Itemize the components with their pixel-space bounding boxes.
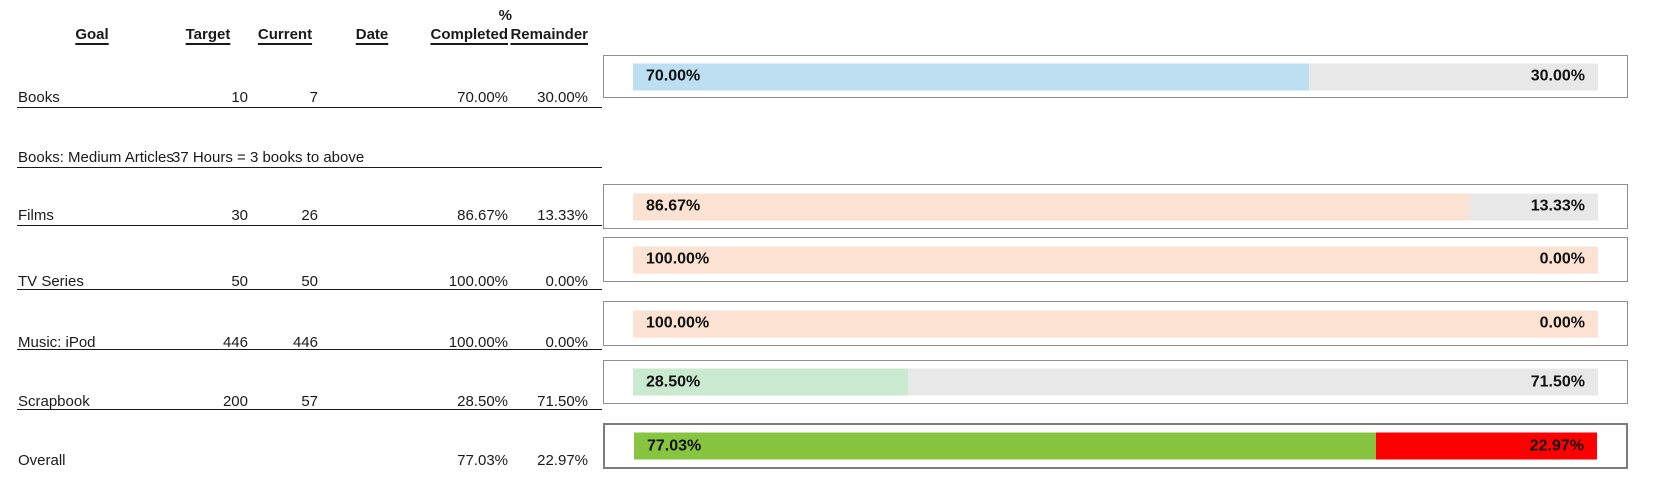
header-remainder: Remainder <box>510 26 588 43</box>
goal-cell: Books <box>18 89 60 106</box>
header-date: Date <box>355 26 389 43</box>
bar-remainder-label: 0.00% <box>1539 250 1585 268</box>
completed-cell: 77.03% <box>457 452 508 469</box>
current-cell: 50 <box>301 273 318 290</box>
bar-completed-segment <box>634 432 1376 460</box>
bar-completed-segment <box>633 246 1598 273</box>
progress-bar-music-ipod: 100.00% 0.00% <box>603 301 1628 346</box>
note-label: Books: Medium Articles <box>18 149 174 166</box>
progress-bar-films: 86.67% 13.33% <box>603 184 1628 229</box>
current-cell: 26 <box>301 207 318 224</box>
header-completed: Completed <box>430 26 508 43</box>
table-row-scrapbook: Scrapbook 200 57 28.50% 71.50% <box>0 392 602 411</box>
table-header-row: Goal Target Current Date Completed Remai… <box>0 25 602 44</box>
completed-cell: 86.67% <box>457 207 508 224</box>
target-cell: 30 <box>231 207 248 224</box>
remainder-cell: 0.00% <box>545 334 588 351</box>
table-header-percent-row: % <box>0 6 602 25</box>
completed-cell: 70.00% <box>457 89 508 106</box>
progress-bar-books: 70.00% 30.00% <box>603 55 1628 98</box>
row-divider <box>17 349 602 350</box>
completed-cell: 28.50% <box>457 393 508 410</box>
row-divider <box>17 225 602 226</box>
goal-cell: TV Series <box>18 273 84 290</box>
bar-track: 77.03% 22.97% <box>634 432 1597 460</box>
bar-track: 86.67% 13.33% <box>633 193 1598 220</box>
bar-completed-label: 28.50% <box>646 373 701 390</box>
bar-remainder-segment <box>1308 63 1598 90</box>
bar-track: 28.50% 71.50% <box>633 368 1598 396</box>
table-row-overall: Overall 77.03% 22.97% <box>0 451 602 470</box>
table-row-films: Films 30 26 86.67% 13.33% <box>0 206 602 225</box>
bar-track: 100.00% 0.00% <box>633 310 1598 337</box>
row-divider <box>17 167 602 168</box>
current-cell: 7 <box>309 89 318 106</box>
bar-completed-segment <box>633 368 909 396</box>
goal-cell: Films <box>18 207 54 224</box>
remainder-cell: 71.50% <box>537 393 588 410</box>
bar-remainder-label: 71.50% <box>1530 373 1585 390</box>
bar-track: 100.00% 0.00% <box>633 246 1598 273</box>
remainder-cell: 22.97% <box>537 452 588 469</box>
progress-bar-tv-series: 100.00% 0.00% <box>603 237 1628 282</box>
current-cell: 57 <box>301 393 318 410</box>
completed-cell: 100.00% <box>448 273 508 290</box>
goal-cell: Music: iPod <box>18 334 96 351</box>
header-target: Target <box>185 26 231 43</box>
bar-track: 70.00% 30.00% <box>633 63 1598 90</box>
bar-completed-label: 100.00% <box>646 314 710 332</box>
target-cell: 200 <box>222 393 248 410</box>
bar-completed-segment <box>633 193 1470 220</box>
bar-remainder-label: 0.00% <box>1539 314 1585 332</box>
progress-bar-scrapbook: 28.50% 71.50% <box>603 360 1628 404</box>
table-row-books-note: Books: Medium Articles 37 Hours = 3 book… <box>0 148 602 167</box>
current-cell: 446 <box>292 334 318 351</box>
bar-completed-label: 70.00% <box>646 67 701 85</box>
bar-completed-segment <box>633 310 1598 337</box>
row-divider <box>17 289 602 290</box>
header-percent-sign: % <box>498 7 512 24</box>
bar-completed-label: 77.03% <box>647 437 702 454</box>
header-current: Current <box>257 26 313 43</box>
table-row-music-ipod: Music: iPod 446 446 100.00% 0.00% <box>0 333 602 352</box>
target-cell: 50 <box>231 273 248 290</box>
table-row-tv-series: TV Series 50 50 100.00% 0.00% <box>0 272 602 291</box>
remainder-cell: 0.00% <box>545 273 588 290</box>
header-goal: Goal <box>75 26 109 43</box>
row-divider <box>17 107 602 108</box>
bar-remainder-segment <box>1469 193 1598 220</box>
goal-cell: Scrapbook <box>18 393 90 410</box>
bar-completed-label: 100.00% <box>646 250 710 268</box>
bar-remainder-label: 13.33% <box>1530 197 1585 215</box>
table-row-books: Books 10 7 70.00% 30.00% <box>0 88 602 107</box>
remainder-cell: 13.33% <box>537 207 588 224</box>
bar-remainder-segment <box>1375 432 1597 460</box>
target-cell: 446 <box>222 334 248 351</box>
bar-remainder-segment <box>908 368 1598 396</box>
progress-bar-overall: 77.03% 22.97% <box>603 423 1628 469</box>
bar-remainder-label: 22.97% <box>1529 437 1584 454</box>
note-text: 37 Hours = 3 books to above <box>172 149 365 166</box>
bar-remainder-label: 30.00% <box>1530 67 1585 85</box>
goal-cell: Overall <box>18 452 66 469</box>
target-cell: 10 <box>231 89 248 106</box>
remainder-cell: 30.00% <box>537 89 588 106</box>
row-divider <box>17 409 602 410</box>
bar-completed-label: 86.67% <box>646 197 701 215</box>
completed-cell: 100.00% <box>448 334 508 351</box>
bar-completed-segment <box>633 63 1309 90</box>
